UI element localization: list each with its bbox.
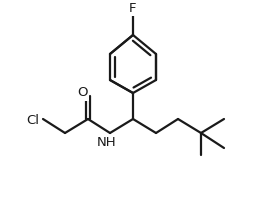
Text: NH: NH (97, 136, 117, 150)
Text: F: F (129, 1, 137, 15)
Text: O: O (77, 87, 87, 99)
Text: Cl: Cl (27, 114, 40, 128)
